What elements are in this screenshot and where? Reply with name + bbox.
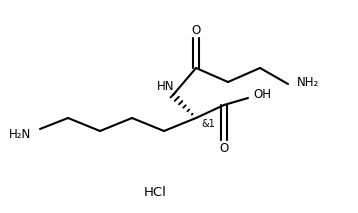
Text: HN: HN: [157, 79, 175, 92]
Text: O: O: [192, 23, 200, 36]
Text: OH: OH: [253, 88, 271, 101]
Text: HCl: HCl: [144, 186, 166, 199]
Text: O: O: [219, 141, 229, 154]
Text: NH₂: NH₂: [297, 75, 319, 88]
Text: H₂N: H₂N: [9, 128, 31, 141]
Text: &1: &1: [201, 119, 215, 129]
